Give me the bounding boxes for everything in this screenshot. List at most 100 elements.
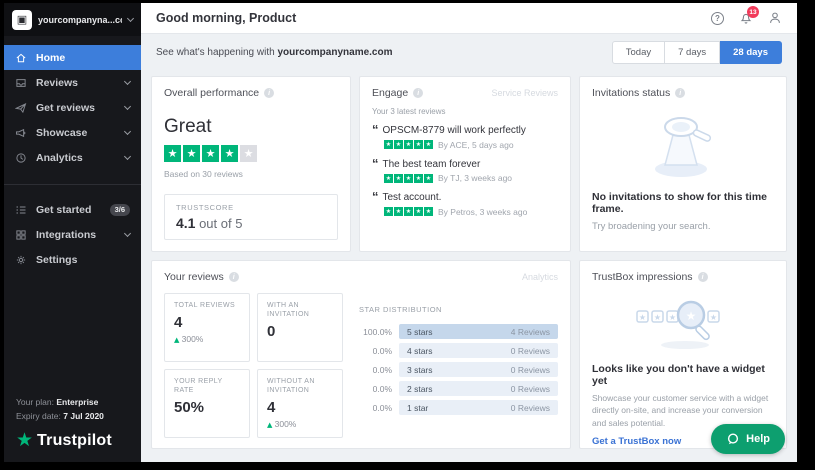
distribution-bar: 5 stars 4 Reviews xyxy=(399,324,558,339)
info-icon[interactable]: i xyxy=(697,272,708,282)
trustscore-box: TRUSTSCORE 4.1 out of 5 xyxy=(164,194,338,240)
star-icon: ★ xyxy=(202,145,219,162)
review-title: “Test account. xyxy=(372,189,442,204)
chevron-down-icon xyxy=(126,14,135,22)
plan-value: Enterprise xyxy=(56,397,99,407)
stats-grid: TOTAL REVIEWS 4 300% WITH AN INVITATION … xyxy=(164,293,343,438)
card-title-text: TrustBox impressions xyxy=(592,271,693,283)
trustbox-impressions-card: TrustBox impressions i ★ ★ xyxy=(579,260,787,449)
svg-text:★: ★ xyxy=(686,309,697,323)
review-item[interactable]: “OPSCM-8779 will work perfectly ★ ★ ★ ★ ★ By… xyxy=(372,122,558,150)
card-tag: Analytics xyxy=(521,272,558,282)
empty-state-title: No invitations to show for this time fra… xyxy=(592,191,768,215)
range-28days-button[interactable]: 28 days xyxy=(720,41,782,64)
inbox-icon xyxy=(16,78,26,87)
sidebar-item-integrations[interactable]: Integrations xyxy=(4,222,141,247)
star-icon: ★ xyxy=(394,140,403,149)
review-stars: ★ ★ ★ ★ ★ xyxy=(384,173,433,183)
stat-value: 4 xyxy=(174,314,183,332)
distribution-row-5-stars: 100.0% 5 stars 4 Reviews xyxy=(359,324,558,339)
info-icon[interactable]: i xyxy=(228,272,239,282)
info-icon[interactable]: i xyxy=(413,88,424,98)
star-icon: ★ xyxy=(384,173,393,183)
sidebar-item-label: Integrations xyxy=(36,228,97,241)
star-icon: ★ xyxy=(394,173,403,183)
notification-badge: 13 xyxy=(747,6,759,18)
star-icon: ★ xyxy=(424,173,433,183)
sidebar-item-settings[interactable]: Settings xyxy=(4,247,141,272)
company-name: yourcompanyna...com xyxy=(38,14,122,25)
empty-state-subtitle: Try broadening your search. xyxy=(592,221,711,232)
trustscore-label: TRUSTSCORE xyxy=(176,203,234,212)
your-reviews-body: TOTAL REVIEWS 4 300% WITH AN INVITATION … xyxy=(164,293,558,438)
star-icon: ★ xyxy=(424,140,433,149)
star-icon: ★ xyxy=(414,207,423,216)
star-icon: ★ xyxy=(394,207,403,216)
range-today-button[interactable]: Today xyxy=(611,41,666,64)
distribution-row-4-stars: 0.0% 4 stars 0 Reviews xyxy=(359,343,558,358)
star-icon: ★ xyxy=(414,140,423,149)
sidebar-item-reviews[interactable]: Reviews xyxy=(4,70,141,95)
sub-header: See what's happening with yourcompanynam… xyxy=(141,34,797,71)
based-on-text: Based on 30 reviews xyxy=(164,169,243,179)
sidebar-nav: Home Reviews Get reviews Showcase xyxy=(4,36,141,272)
plan-label: Your plan: xyxy=(16,397,54,407)
help-button[interactable]: Help xyxy=(711,424,785,454)
home-icon xyxy=(16,53,26,62)
review-meta: ★ ★ ★ ★ ★ By TJ, 3 weeks ago xyxy=(372,173,558,183)
svg-text:★: ★ xyxy=(669,313,676,322)
svg-text:★: ★ xyxy=(654,313,661,322)
main-area: Good morning, Product ? 13 See w xyxy=(141,3,797,462)
question-icon: ? xyxy=(711,11,724,25)
distribution-percent: 0.0% xyxy=(372,402,392,413)
cards-row-2: Your reviews i Analytics TOTAL REVIEWS 4… xyxy=(151,260,787,449)
stat-total-reviews: TOTAL REVIEWS 4 300% xyxy=(164,293,250,362)
sidebar-item-analytics[interactable]: Analytics xyxy=(4,145,141,170)
review-byline: By ACE, 5 days ago xyxy=(438,139,514,150)
sidebar-item-showcase[interactable]: Showcase xyxy=(4,120,141,145)
sidebar-item-label: Reviews xyxy=(36,76,79,89)
sidebar-item-label: Analytics xyxy=(36,151,83,164)
top-header: Good morning, Product ? 13 xyxy=(141,3,797,34)
subheader-domain: yourcompanyname.com xyxy=(277,47,393,58)
company-logo-icon: ▣ xyxy=(12,9,32,30)
distribution-row-3-stars: 0.0% 3 stars 0 Reviews xyxy=(359,362,558,377)
star-icon: ★ xyxy=(404,173,413,183)
review-item[interactable]: “Test account. ★ ★ ★ ★ ★ By Petros, 3 weeks … xyxy=(372,189,558,217)
star-icon: ★ xyxy=(404,140,413,149)
content: Overall performance i Great ★ ★ ★ ★ ★ Ba… xyxy=(141,71,797,462)
stat-value: 0 xyxy=(267,323,276,341)
clock-icon xyxy=(16,152,26,163)
card-title-text: Engage xyxy=(372,87,409,99)
account-button[interactable] xyxy=(768,11,782,25)
paper-plane-icon xyxy=(15,102,27,113)
card-title-text: Invitations status xyxy=(592,87,671,99)
distribution-percent: 0.0% xyxy=(372,364,392,375)
notifications-button[interactable]: 13 xyxy=(739,6,759,25)
info-icon[interactable]: i xyxy=(264,88,275,98)
chevron-down-icon xyxy=(123,102,132,110)
company-switcher[interactable]: ▣ yourcompanyna...com xyxy=(4,3,141,36)
trustscore-suffix: out of 5 xyxy=(195,216,243,231)
sidebar-item-label: Get started xyxy=(36,203,92,216)
chevron-down-icon xyxy=(123,127,132,135)
info-icon[interactable]: i xyxy=(675,88,686,98)
review-meta: ★ ★ ★ ★ ★ By Petros, 3 weeks ago xyxy=(372,207,558,217)
widget-search-illustration: ★ ★ ★ ★ ★ xyxy=(592,291,774,353)
range-7days-button[interactable]: 7 days xyxy=(665,41,721,64)
rating-word: Great xyxy=(164,116,212,137)
distribution-bar: 3 stars 0 Reviews xyxy=(399,362,558,377)
stat-with-invitation: WITH AN INVITATION 0 xyxy=(257,293,343,362)
review-title: “The best team forever xyxy=(372,155,481,171)
sidebar-item-home[interactable]: Home xyxy=(4,45,141,70)
card-title-text: Your reviews xyxy=(164,271,224,283)
review-title: “OPSCM-8779 will work perfectly xyxy=(372,122,526,137)
help-menu-button[interactable]: ? xyxy=(711,11,724,25)
dashboard: ▣ yourcompanyna...com Home Reviews Get r… xyxy=(4,3,797,462)
review-item[interactable]: “The best team forever ★ ★ ★ ★ ★ By TJ, 3 we… xyxy=(372,155,558,183)
card-title: Overall performance i xyxy=(164,87,338,99)
magnifier-illustration xyxy=(592,105,774,181)
sidebar-item-get-started[interactable]: Get started 3/6 xyxy=(4,197,141,222)
sidebar-item-get-reviews[interactable]: Get reviews xyxy=(4,95,141,120)
get-trustbox-link[interactable]: Get a TrustBox now xyxy=(592,435,682,447)
